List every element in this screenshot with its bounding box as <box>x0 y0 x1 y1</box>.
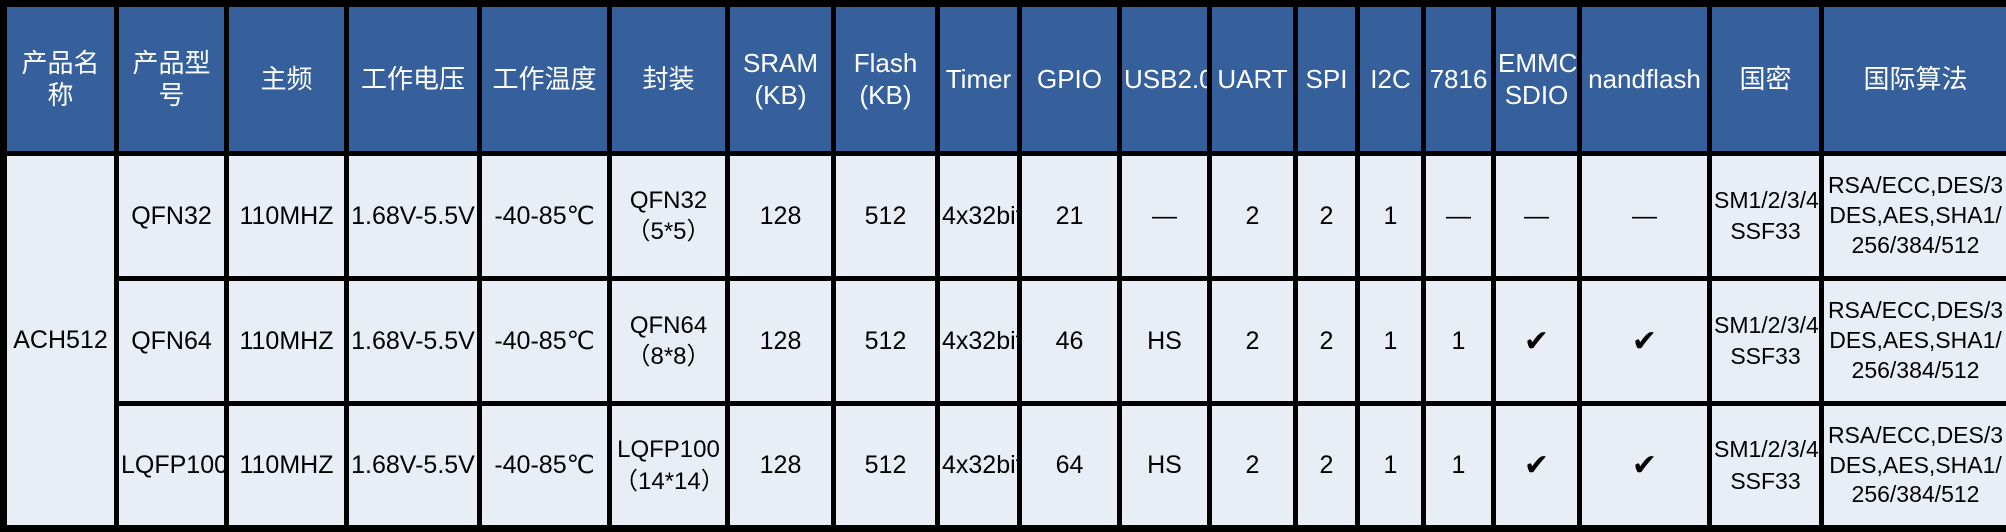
cell-frequency: 110MHZ <box>224 401 349 531</box>
col-header-gpio: GPIO <box>1017 1 1122 156</box>
cell-flash: 512 <box>831 151 940 281</box>
cell-timer: 4x32bit <box>935 401 1022 531</box>
cell-voltage: 1.68V-5.5V <box>344 401 482 531</box>
cell-model: QFN64 <box>114 276 229 406</box>
cell-voltage: 1.68V-5.5V <box>344 276 482 406</box>
cell-sram: 128 <box>725 401 836 531</box>
col-header-voltage: 工作电压 <box>344 1 482 156</box>
col-header-nandflash: nandflash <box>1577 1 1712 156</box>
cell-package: LQFP100 （14*14） <box>607 401 730 531</box>
cell-sram: 128 <box>725 276 836 406</box>
cell-7816: 1 <box>1421 401 1496 531</box>
cell-gpio: 64 <box>1017 401 1122 531</box>
col-header-flash: Flash (KB) <box>831 1 940 156</box>
col-header-spi: SPI <box>1293 1 1360 156</box>
cell-gpio: 46 <box>1017 276 1122 406</box>
cell-usb2: HS <box>1117 401 1212 531</box>
cell-intl-algorithms: RSA/ECC,DES/3DES,AES,SHA1/256/384/512 <box>1819 401 2006 531</box>
col-header-frequency: 主频 <box>224 1 349 156</box>
cell-spi: 2 <box>1293 151 1360 281</box>
cell-i2c: 1 <box>1355 276 1426 406</box>
col-header-emmc-sdio: EMMC SDIO <box>1491 1 1582 156</box>
cell-sram: 128 <box>725 151 836 281</box>
col-header-usb2: USB2.0 <box>1117 1 1212 156</box>
cell-uart: 2 <box>1207 276 1298 406</box>
cell-spi: 2 <box>1293 276 1360 406</box>
cell-uart: 2 <box>1207 401 1298 531</box>
cell-nandflash-checkmark: ✔ <box>1577 401 1712 531</box>
cell-7816: 1 <box>1421 276 1496 406</box>
cell-national-crypto: SM1/2/3/4, SSF33 <box>1707 401 1824 531</box>
col-header-uart: UART <box>1207 1 1298 156</box>
col-header-temperature: 工作温度 <box>477 1 612 156</box>
cell-flash: 512 <box>831 401 940 531</box>
cell-nandflash-checkmark: ✔ <box>1577 276 1712 406</box>
col-header-package: 封装 <box>607 1 730 156</box>
table-header-row: 产品名称 产品型号 主频 工作电压 工作温度 封装 SRAM (KB) Flas… <box>1 1 2006 156</box>
col-header-national-crypto: 国密 <box>1707 1 1824 156</box>
cell-intl-algorithms: RSA/ECC,DES/3DES,AES,SHA1/256/384/512 <box>1819 276 2006 406</box>
cell-emmc-sdio-checkmark: ✔ <box>1491 276 1582 406</box>
cell-model: QFN32 <box>114 151 229 281</box>
cell-emmc-sdio: — <box>1491 151 1582 281</box>
cell-uart: 2 <box>1207 151 1298 281</box>
cell-national-crypto: SM1/2/3/4, SSF33 <box>1707 151 1824 281</box>
cell-emmc-sdio-checkmark: ✔ <box>1491 401 1582 531</box>
col-header-timer: Timer <box>935 1 1022 156</box>
cell-7816: — <box>1421 151 1496 281</box>
col-header-sram: SRAM (KB) <box>725 1 836 156</box>
col-header-model: 产品型号 <box>114 1 229 156</box>
table-row-lqfp100: LQFP100 110MHZ 1.68V-5.5V -40-85℃ LQFP10… <box>4 401 2006 531</box>
cell-intl-algorithms: RSA/ECC,DES/3DES,AES,SHA1/256/384/512 <box>1819 151 2006 281</box>
col-header-intl-algorithms: 国际算法 <box>1819 1 2006 156</box>
cell-flash: 512 <box>831 276 940 406</box>
cell-national-crypto: SM1/2/3/4, SSF33 <box>1707 276 1824 406</box>
cell-timer: 4x32bit <box>935 276 1022 406</box>
col-header-i2c: I2C <box>1355 1 1426 156</box>
cell-package: QFN32 （5*5） <box>607 151 730 281</box>
cell-gpio: 21 <box>1017 151 1122 281</box>
cell-usb2: — <box>1117 151 1212 281</box>
cell-frequency: 110MHZ <box>224 276 349 406</box>
cell-usb2: HS <box>1117 276 1212 406</box>
cell-temperature: -40-85℃ <box>477 276 612 406</box>
cell-frequency: 110MHZ <box>224 151 349 281</box>
cell-i2c: 1 <box>1355 401 1426 531</box>
table-row-qfn32: ACH512 QFN32 110MHZ 1.68V-5.5V -40-85℃ Q… <box>1 151 2006 531</box>
cell-temperature: -40-85℃ <box>477 401 612 531</box>
cell-timer: 4x32bit <box>935 151 1022 281</box>
col-header-product-name: 产品名称 <box>1 1 119 156</box>
cell-model: LQFP100 <box>114 401 229 531</box>
cell-package: QFN64 （8*8） <box>607 276 730 406</box>
cell-nandflash: — <box>1577 151 1712 281</box>
cell-i2c: 1 <box>1355 151 1426 281</box>
cell-temperature: -40-85℃ <box>477 151 612 281</box>
cell-voltage: 1.68V-5.5V <box>344 151 482 281</box>
cell-product-name: ACH512 <box>1 151 119 531</box>
col-header-7816: 7816 <box>1421 1 1496 156</box>
table-row-qfn64: QFN64 110MHZ 1.68V-5.5V -40-85℃ QFN64 （8… <box>4 276 2006 406</box>
cell-spi: 2 <box>1293 401 1360 531</box>
